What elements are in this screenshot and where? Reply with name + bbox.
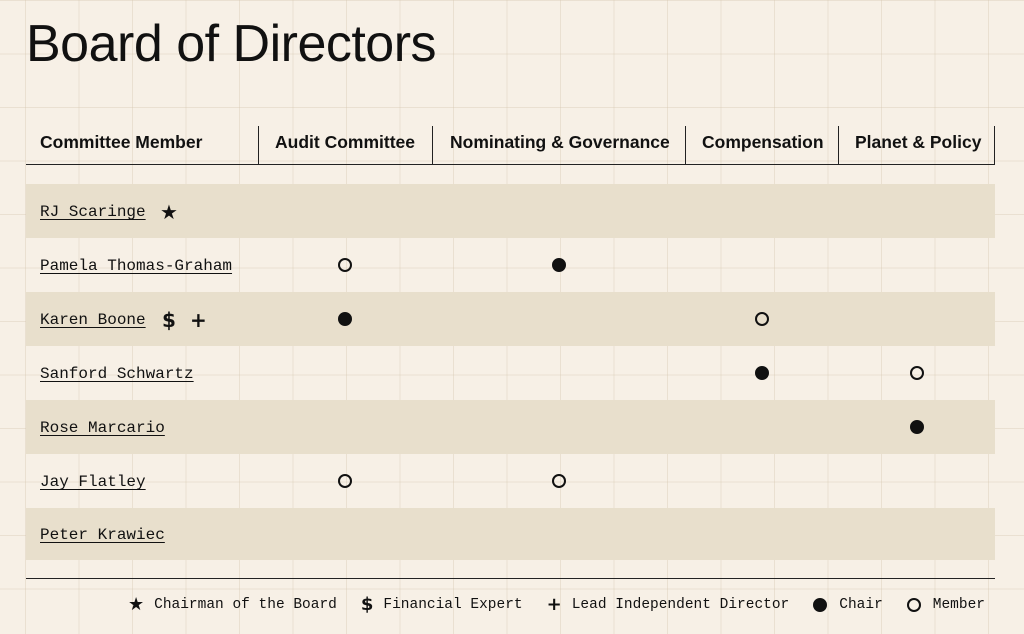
- member-link-jay-flatley[interactable]: Jay Flatley: [40, 473, 146, 491]
- column-header-compensation: Compensation: [685, 126, 838, 164]
- member-circle-icon: [338, 258, 352, 272]
- legend-item-chair: Chair: [813, 597, 883, 613]
- plus-icon: +: [546, 594, 562, 615]
- legend-item-lead-independent: + Lead Independent Director: [547, 594, 790, 615]
- legend-label: Lead Independent Director: [571, 596, 790, 613]
- legend-item-chairman: ★ Chairman of the Board: [128, 594, 337, 615]
- dollar-icon: $: [360, 594, 374, 615]
- member-circle-icon: [755, 312, 769, 326]
- star-icon: ★: [127, 594, 145, 615]
- column-header-label: Audit Committee: [275, 132, 415, 152]
- chair-dot-icon: [813, 597, 828, 612]
- table-row: RJ Scaringe ★: [26, 184, 995, 238]
- legend-label: Chairman of the Board: [154, 596, 337, 613]
- column-header-nominating: Nominating & Governance: [432, 126, 685, 164]
- table-row: Sanford Schwartz: [26, 346, 995, 400]
- column-header-label: Committee Member: [40, 132, 203, 152]
- legend: ★ Chairman of the Board $ Financial Expe…: [104, 594, 985, 615]
- plus-icon: +: [190, 308, 207, 332]
- table-row: Jay Flatley: [26, 454, 995, 508]
- member-link-pamela-thomas-graham[interactable]: Pamela Thomas-Graham: [40, 257, 233, 275]
- legend-label: Member: [932, 596, 985, 613]
- dollar-icon: $: [162, 308, 176, 332]
- column-header-audit: Audit Committee: [258, 126, 432, 164]
- column-header-label: Compensation: [702, 132, 824, 152]
- table-header: Committee Member Audit Committee Nominat…: [26, 126, 995, 165]
- legend-item-member: Member: [906, 596, 985, 613]
- chair-dot-icon: [552, 258, 566, 272]
- table-row: Peter Krawiec: [26, 508, 995, 560]
- member-circle-icon: [552, 474, 566, 488]
- column-header-planet-policy: Planet & Policy: [838, 126, 995, 164]
- legend-divider: [26, 578, 995, 579]
- star-icon: ★: [160, 200, 178, 224]
- member-link-peter-krawiec[interactable]: Peter Krawiec: [40, 526, 165, 544]
- member-circle-icon: [910, 366, 924, 380]
- chair-dot-icon: [338, 312, 352, 326]
- member-link-rj-scaringe[interactable]: RJ Scaringe: [40, 203, 146, 221]
- legend-item-financial-expert: $ Financial Expert: [361, 594, 523, 615]
- legend-label: Financial Expert: [383, 596, 523, 613]
- table-row: Rose Marcario: [26, 400, 995, 454]
- legend-label: Chair: [839, 596, 883, 613]
- member-circle-icon: [338, 474, 352, 488]
- column-header-committee-member: Committee Member: [26, 126, 258, 164]
- chair-dot-icon: [755, 366, 769, 380]
- member-link-sanford-schwartz[interactable]: Sanford Schwartz: [40, 365, 194, 383]
- member-link-karen-boone[interactable]: Karen Boone: [40, 311, 146, 329]
- page-title: Board of Directors: [26, 15, 437, 73]
- column-header-label: Nominating & Governance: [450, 132, 670, 152]
- table-row: Karen Boone $ +: [26, 292, 995, 346]
- chair-dot-icon: [910, 420, 924, 434]
- member-circle-icon: [906, 597, 921, 612]
- column-header-label: Planet & Policy: [855, 132, 982, 152]
- table-row: Pamela Thomas-Graham: [26, 238, 995, 292]
- member-link-rose-marcario[interactable]: Rose Marcario: [40, 419, 165, 437]
